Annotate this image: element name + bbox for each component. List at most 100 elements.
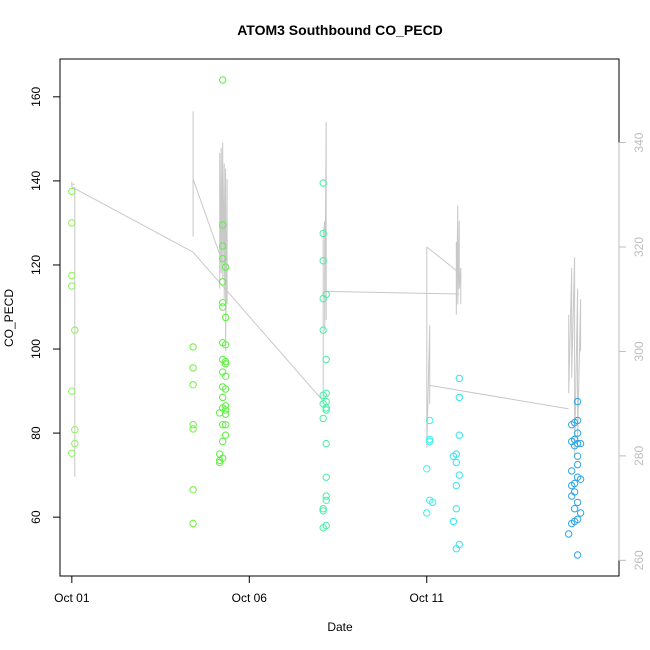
- data-point: [68, 449, 76, 457]
- data-point: [455, 374, 463, 383]
- data-point: [568, 421, 576, 429]
- y-tick-label-left: 160: [29, 86, 43, 106]
- data-point: [568, 481, 576, 490]
- data-point: [573, 498, 582, 507]
- data-point: [68, 271, 76, 280]
- line-series: [71, 111, 582, 477]
- data-point: [71, 326, 79, 334]
- data-point: [322, 439, 330, 448]
- x-tick-label: Oct 11: [410, 591, 445, 605]
- data-point: [219, 221, 227, 229]
- y-tick-label-right: 340: [632, 132, 646, 152]
- data-point: [319, 524, 327, 532]
- series-line-segment: [219, 142, 228, 352]
- y-tick-label-right: 320: [632, 237, 646, 257]
- data-point: [189, 425, 197, 433]
- data-point: [568, 492, 576, 500]
- data-point: [576, 475, 585, 483]
- data-point: [423, 509, 431, 517]
- series-line-segment: [426, 246, 457, 271]
- data-point: [322, 492, 330, 500]
- data-point: [216, 458, 224, 467]
- data-point: [219, 437, 227, 446]
- data-point: [573, 460, 582, 469]
- data-point: [568, 467, 576, 475]
- data-point: [319, 505, 327, 513]
- data-point: [221, 313, 230, 322]
- series-line-segment: [192, 251, 324, 402]
- x-tick-label: Oct 06: [232, 591, 268, 605]
- data-point: [319, 294, 327, 303]
- data-point: [570, 442, 579, 450]
- data-point: [71, 426, 79, 434]
- data-point: [221, 385, 230, 393]
- point-series: [68, 76, 585, 559]
- series-line-segment: [71, 181, 75, 187]
- data-point: [322, 355, 330, 364]
- data-point: [573, 397, 582, 406]
- y-tick-label-left: 60: [29, 510, 43, 524]
- data-point: [426, 437, 434, 446]
- data-point: [573, 429, 582, 437]
- data-point: [221, 372, 230, 380]
- data-point: [68, 282, 76, 290]
- data-point: [322, 496, 330, 504]
- data-point: [573, 452, 582, 460]
- data-point: [319, 326, 327, 334]
- data-point: [68, 187, 76, 196]
- data-point: [455, 471, 463, 479]
- series-line-segment: [455, 205, 462, 315]
- data-point: [221, 421, 230, 429]
- data-point: [319, 179, 327, 187]
- y-tick-label-left: 120: [29, 255, 43, 275]
- data-point: [68, 387, 76, 395]
- data-point: [452, 481, 460, 490]
- data-point: [322, 406, 330, 414]
- data-point: [189, 519, 197, 528]
- data-point: [189, 486, 197, 494]
- series-line-segment: [192, 178, 224, 263]
- data-point: [71, 439, 79, 448]
- series-line-segment: [429, 384, 569, 410]
- series-line-segment: [71, 186, 194, 253]
- data-point: [576, 509, 585, 517]
- data-point: [219, 76, 227, 84]
- y-tick-label-left: 80: [29, 426, 43, 440]
- data-point: [319, 257, 327, 265]
- data-point: [189, 421, 197, 429]
- x-axis-label: Date: [327, 620, 353, 634]
- data-point: [426, 435, 434, 444]
- data-point: [429, 498, 437, 507]
- y-tick-label-right: 260: [632, 550, 646, 570]
- y-axis-label: CO_PECD: [2, 289, 16, 347]
- data-point: [452, 458, 460, 467]
- data-point: [565, 530, 573, 538]
- data-point: [221, 431, 230, 439]
- data-point: [319, 391, 327, 399]
- data-point: [423, 465, 431, 473]
- data-point: [221, 360, 230, 368]
- data-point: [319, 414, 327, 423]
- y-tick-label-left: 100: [29, 339, 43, 359]
- data-point: [68, 219, 76, 227]
- x-tick-label: Oct 01: [54, 591, 90, 605]
- data-point: [426, 416, 434, 425]
- data-point: [455, 393, 463, 402]
- y-axis-left: 60 80 100 120 140 160: [29, 86, 61, 524]
- x-axis: Oct 01 Oct 06 Oct 11: [54, 575, 445, 605]
- chart-title: ATOM3 Southbound CO_PECD: [237, 22, 443, 38]
- data-point: [319, 229, 327, 238]
- series-line-segment: [426, 247, 431, 449]
- data-point: [219, 255, 227, 263]
- data-point: [189, 343, 197, 351]
- data-point: [455, 431, 463, 439]
- data-point: [216, 456, 224, 465]
- y-tick-label-left: 140: [29, 171, 43, 191]
- series-line-segment: [568, 257, 582, 456]
- data-point: [568, 519, 576, 528]
- data-point: [219, 393, 227, 402]
- data-point: [189, 381, 197, 389]
- data-point: [452, 505, 460, 513]
- data-point: [219, 303, 227, 311]
